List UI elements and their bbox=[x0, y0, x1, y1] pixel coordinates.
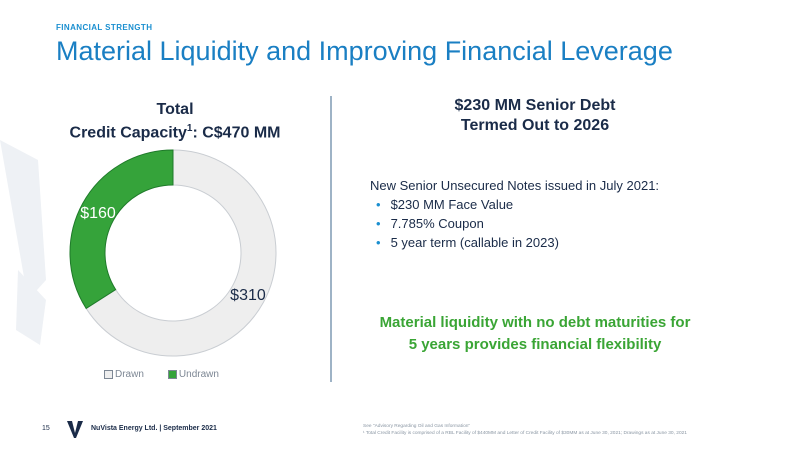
callout-line1: Material liquidity with no debt maturiti… bbox=[379, 314, 691, 331]
callout-line2: 5 years provides financial flexibility bbox=[408, 336, 662, 353]
senior-debt-heading: $230 MM Senior Debt Termed Out to 2026 bbox=[380, 96, 690, 136]
list-item: • $230 MM Face Value bbox=[376, 196, 659, 213]
data-label-undrawn: $160 bbox=[80, 205, 116, 222]
bullet-icon: • bbox=[376, 235, 381, 250]
credit-donut-chart: $310 $160 bbox=[69, 149, 277, 357]
donut-slice-undrawn bbox=[69, 149, 174, 310]
vertical-divider bbox=[330, 96, 332, 382]
notes-block: New Senior Unsecured Notes issued in Jul… bbox=[370, 178, 659, 253]
page-title: Material Liquidity and Improving Financi… bbox=[56, 36, 673, 66]
list-item: • 7.785% Coupon bbox=[376, 215, 659, 232]
footnote-mark: 1 bbox=[186, 123, 193, 134]
senior-debt-line2: Termed Out to 2026 bbox=[460, 117, 610, 134]
legend-item-undrawn: Undrawn bbox=[167, 369, 219, 380]
heading-line2: Credit Capacity1: C$470 MM bbox=[40, 119, 310, 142]
heading-line1: Total bbox=[156, 101, 194, 118]
list-item: • 5 year term (callable in 2023) bbox=[376, 234, 659, 251]
donut-slice-drawn bbox=[85, 149, 277, 357]
liquidity-callout: Material liquidity with no debt maturiti… bbox=[350, 312, 720, 356]
legend-label-undrawn: Undrawn bbox=[178, 369, 219, 380]
footnote-credit-facility: ¹ Total Credit Facility is comprised of … bbox=[363, 431, 687, 436]
notes-list: • $230 MM Face Value • 7.785% Coupon • 5 ye… bbox=[370, 196, 659, 251]
section-kicker: FINANCIAL STRENGTH bbox=[56, 23, 153, 32]
company-footer: NuVista Energy Ltd. | September 2021 bbox=[91, 425, 217, 432]
credit-capacity-heading: Total Credit Capacity1: C$470 MM bbox=[40, 100, 310, 142]
legend-label-drawn: Drawn bbox=[115, 369, 144, 380]
chart-legend: Drawn Undrawn bbox=[104, 369, 219, 380]
legend-swatch-drawn bbox=[104, 369, 113, 379]
notes-intro: New Senior Unsecured Notes issued in Jul… bbox=[370, 178, 660, 193]
company-logo-icon bbox=[67, 421, 83, 438]
data-label-drawn: $310 bbox=[230, 287, 266, 304]
list-item-text: $230 MM Face Value bbox=[390, 197, 514, 212]
footnote-advisory: See "Advisory Regarding Oil and Gas Info… bbox=[363, 424, 471, 429]
bullet-icon: • bbox=[376, 216, 381, 231]
heading-prefix: Credit Capacity bbox=[69, 124, 187, 142]
list-item-text: 7.785% Coupon bbox=[390, 216, 484, 231]
page-number: 15 bbox=[42, 425, 50, 432]
heading-suffix: : C$470 MM bbox=[192, 124, 281, 142]
legend-item-drawn: Drawn bbox=[104, 369, 144, 380]
list-item-text: 5 year term (callable in 2023) bbox=[390, 235, 559, 250]
senior-debt-line1: $230 MM Senior Debt bbox=[454, 97, 616, 114]
legend-swatch-undrawn bbox=[167, 369, 177, 379]
bullet-icon: • bbox=[376, 197, 381, 212]
